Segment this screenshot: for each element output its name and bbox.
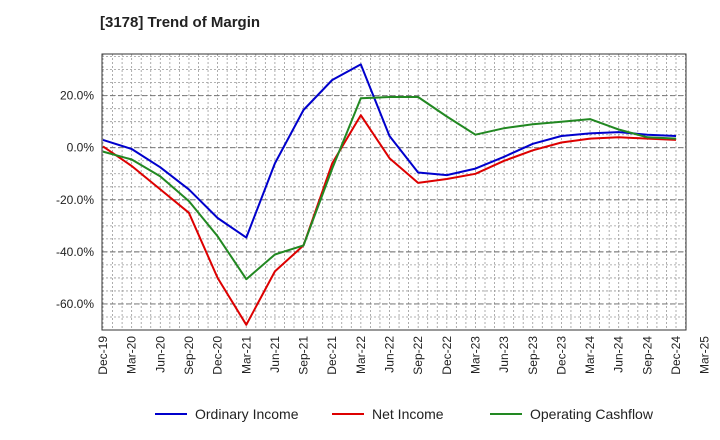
y-tick-label: -20.0% xyxy=(56,193,94,207)
x-tick-label: Dec-20 xyxy=(211,336,225,375)
legend-label: Ordinary Income xyxy=(195,406,299,422)
x-tick-label: Jun-23 xyxy=(497,336,511,373)
x-tick-label: Sep-23 xyxy=(526,336,540,375)
x-tick-label: Mar-20 xyxy=(125,336,139,374)
x-tick-label: Dec-21 xyxy=(325,336,339,375)
legend-label: Operating Cashflow xyxy=(530,406,654,422)
x-tick-label: Jun-20 xyxy=(153,336,167,373)
y-tick-label: 20.0% xyxy=(60,89,94,103)
series-line-ordinary-income xyxy=(102,63,677,239)
x-tick-label: Dec-22 xyxy=(440,336,454,375)
series-line-net-income xyxy=(102,114,677,326)
x-tick-label: Mar-24 xyxy=(583,336,597,374)
legend-label: Net Income xyxy=(372,406,444,422)
grid-lines xyxy=(102,54,686,330)
x-tick-label: Dec-23 xyxy=(554,336,568,375)
x-tick-label: Sep-22 xyxy=(411,336,425,375)
plot-area xyxy=(102,54,686,330)
legend: Ordinary Income Net Income Operating Cashf… xyxy=(155,406,654,422)
y-tick-label: 0.0% xyxy=(67,141,95,155)
x-tick-label: Jun-22 xyxy=(383,336,397,373)
x-tick-label: Dec-19 xyxy=(96,336,110,375)
x-axis-ticks: Dec-19 Mar-20 Jun-20 Sep-20 Dec-20 Mar-21 Jun-… xyxy=(96,336,712,375)
x-tick-label: Mar-23 xyxy=(468,336,482,374)
x-tick-label: Sep-24 xyxy=(640,336,654,375)
x-tick-label: Mar-21 xyxy=(239,336,253,374)
y-axis-ticks: 20.0% 0.0% -20.0% -40.0% -60.0% xyxy=(56,89,94,311)
x-tick-label: Sep-21 xyxy=(297,336,311,375)
series-line-operating-cashflow xyxy=(102,96,677,281)
y-tick-label: -60.0% xyxy=(56,297,94,311)
x-tick-label: Mar-25 xyxy=(698,336,712,374)
x-tick-label: Jun-21 xyxy=(268,336,282,373)
y-tick-label: -40.0% xyxy=(56,245,94,259)
x-tick-label: Mar-22 xyxy=(354,336,368,374)
plot-frame xyxy=(101,53,687,331)
chart-title: [3178] Trend of Margin xyxy=(100,14,261,31)
x-tick-label: Dec-24 xyxy=(669,336,683,375)
x-tick-label: Sep-20 xyxy=(182,336,196,375)
x-tick-label: Jun-24 xyxy=(612,336,626,373)
series-lines xyxy=(102,63,677,326)
